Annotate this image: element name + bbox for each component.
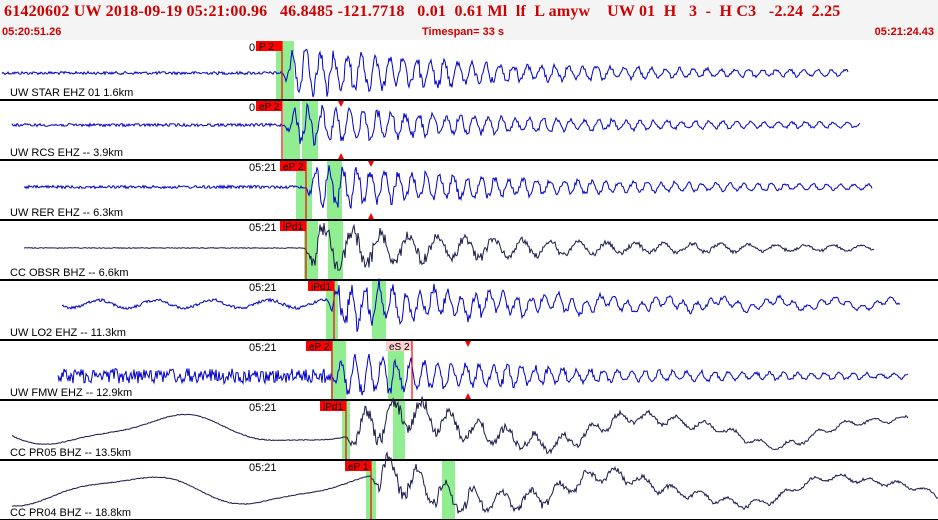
pick-marker[interactable] [256, 101, 282, 111]
trace-time-label: 05:21 [249, 342, 277, 354]
pick-label: iPd1 [323, 402, 343, 413]
waveform [11, 102, 861, 147]
trace-label: UW LO2 EHZ -- 11.3km [10, 327, 126, 339]
arrival-triangle-top [368, 161, 374, 167]
trace-row[interactable]: 05:21 iPd1 CC PR05 BHZ -- 13.5km [0, 396, 938, 461]
arrival-triangle-bottom [368, 213, 374, 219]
pick-label: eS 2 [389, 342, 410, 353]
seismogram-traces[interactable]: 05:21 P 2 UW STAR EHZ 01 1.6km 05:21 eP 2 UW … [0, 40, 938, 520]
start-time: 05:20:51.26 [2, 26, 62, 38]
pick-label: eP 2 [283, 162, 304, 173]
waveform [57, 353, 909, 396]
waveform [11, 396, 909, 455]
pick-marker[interactable] [306, 341, 332, 351]
event-summary: 61420602 UW 2018-09-19 05:21:00.96 46.84… [4, 3, 841, 20]
trace-label: UW RCS EHZ -- 3.9km [10, 147, 123, 159]
trace-time-label: 05:21 [249, 402, 277, 414]
pick-marker[interactable] [345, 461, 371, 471]
pick-marker[interactable] [280, 221, 306, 231]
trace-label: UW RER EHZ -- 6.3km [10, 207, 123, 219]
arrival-triangle-top [465, 341, 471, 347]
pick-label: iPd1 [311, 282, 331, 293]
pick-window [393, 401, 405, 460]
arrival-triangle-bottom [465, 393, 471, 399]
pick-marker[interactable] [308, 281, 334, 291]
trace-time-label: 05:21 [249, 222, 277, 234]
trace-label: CC PR04 BHZ -- 18.8km [10, 507, 131, 519]
waveform [23, 222, 875, 271]
pick-window [328, 221, 343, 280]
trace-row[interactable]: 05:21 iPd1 CC OBSR BHZ -- 6.6km [0, 221, 938, 281]
waveform [1, 48, 849, 98]
end-time: 05:21:24.43 [874, 26, 934, 38]
trace-row[interactable]: 05:21 iPd1 UW LO2 EHZ -- 11.3km [0, 278, 938, 341]
arrival-triangle-bottom [338, 153, 344, 159]
pick-window [283, 101, 300, 160]
pick-label: P 2 [259, 42, 274, 53]
pick-window [296, 161, 312, 220]
waveform [11, 450, 938, 514]
pick-marker[interactable] [386, 341, 412, 351]
waveform [61, 278, 901, 332]
trace-row[interactable]: 05:21 eP 1 CC PR04 BHZ -- 18.8km [0, 450, 938, 520]
trace-time-label: 05:21 [249, 462, 277, 474]
trace-time-label: 05:21 [249, 282, 277, 294]
pick-window [372, 281, 386, 340]
trace-label: CC OBSR BHZ -- 6.6km [10, 267, 129, 279]
trace-label: UW FMW EHZ -- 12.9km [10, 387, 132, 399]
pick-window [442, 461, 455, 520]
pick-label: iPd1 [283, 222, 303, 233]
arrival-triangle-top [338, 101, 344, 107]
pick-marker[interactable] [280, 161, 306, 171]
pick-marker[interactable] [320, 401, 346, 411]
trace-row[interactable]: 05:21P 2UW STAR EHZ 01 1.6km [0, 41, 938, 101]
trace-row[interactable]: 05:21 eP 2 eS 2 UW FMW EHZ -- 12.9km [0, 341, 938, 401]
trace-time-label: 05:21 [249, 162, 277, 174]
seismogram-panel[interactable]: 05:21 P 2 UW STAR EHZ 01 1.6km 05:21 eP 2 UW … [0, 40, 938, 520]
pick-label: eP 1 [348, 462, 369, 473]
waveform [23, 165, 873, 209]
pick-label: eP 2 [309, 342, 330, 353]
event-header: 61420602 UW 2018-09-19 05:21:00.96 46.84… [0, 0, 938, 40]
trace-row[interactable]: 05:21 eP 2 UW RER EHZ -- 6.3km [0, 161, 938, 221]
pick-marker[interactable] [256, 41, 282, 51]
pick-window [276, 41, 294, 100]
trace-label: CC PR05 BHZ -- 13.5km [10, 447, 131, 459]
pick-label: eP 2 [259, 102, 280, 113]
timespan-label: Timespan= 33 s [422, 26, 505, 38]
trace-label: UW STAR EHZ 01 1.6km [10, 87, 133, 99]
